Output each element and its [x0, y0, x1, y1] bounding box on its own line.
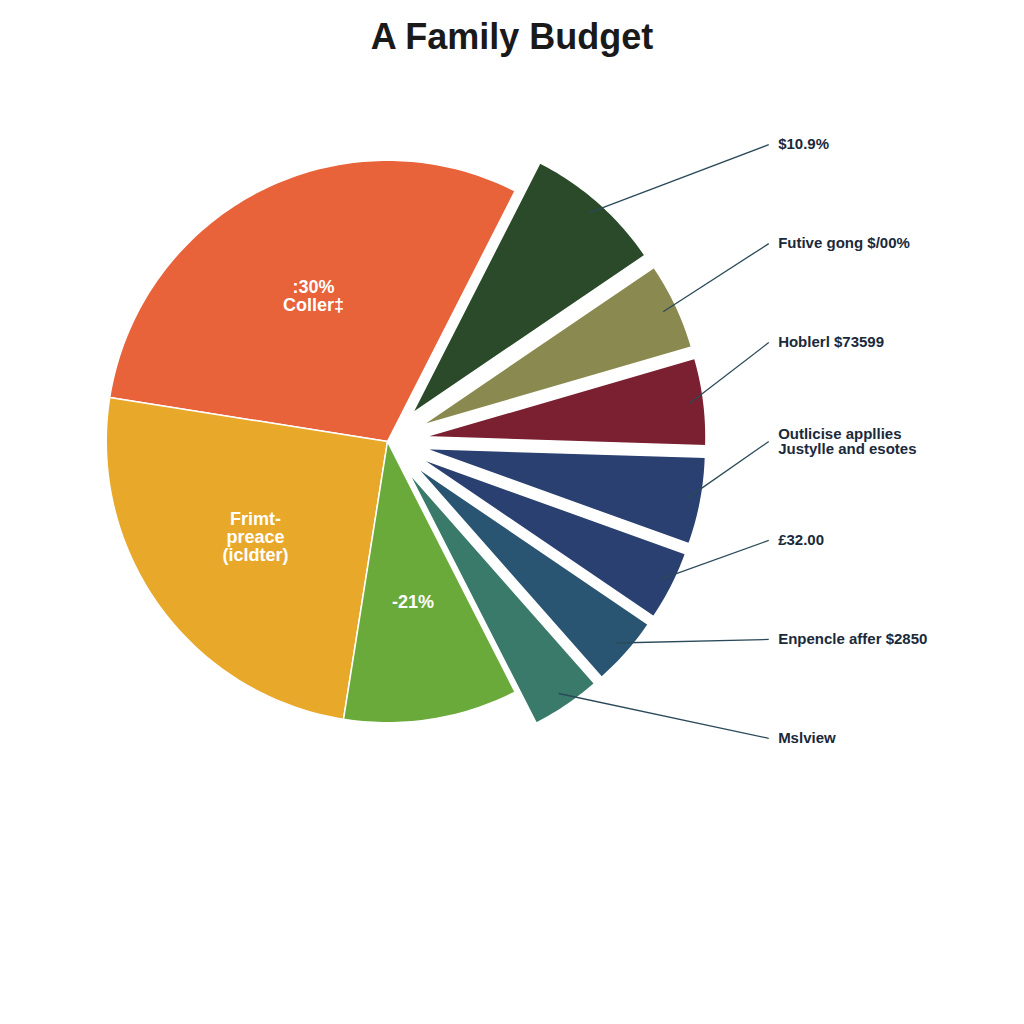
svg-text:$10.9%: $10.9%: [778, 135, 829, 152]
svg-text:-21%: -21%: [392, 592, 434, 612]
svg-text:Hoblerl $73599: Hoblerl $73599: [778, 333, 884, 350]
svg-text:Futive gong $/00%: Futive gong $/00%: [778, 234, 910, 251]
svg-text::30%Coller‡: :30%Coller‡: [283, 277, 344, 315]
svg-text:Outlicise applliesJustylle and: Outlicise applliesJustylle and esotes: [778, 425, 916, 457]
svg-text:Enpencle affer $2850: Enpencle affer $2850: [778, 630, 927, 647]
svg-text:Mslview: Mslview: [778, 729, 836, 746]
html-text:A Family Budget: A Family Budget: [370, 16, 654, 57]
svg-text:£32.00: £32.00: [778, 531, 824, 548]
svg-text:Frimt-preace(icldter): Frimt-preace(icldter): [223, 509, 289, 565]
